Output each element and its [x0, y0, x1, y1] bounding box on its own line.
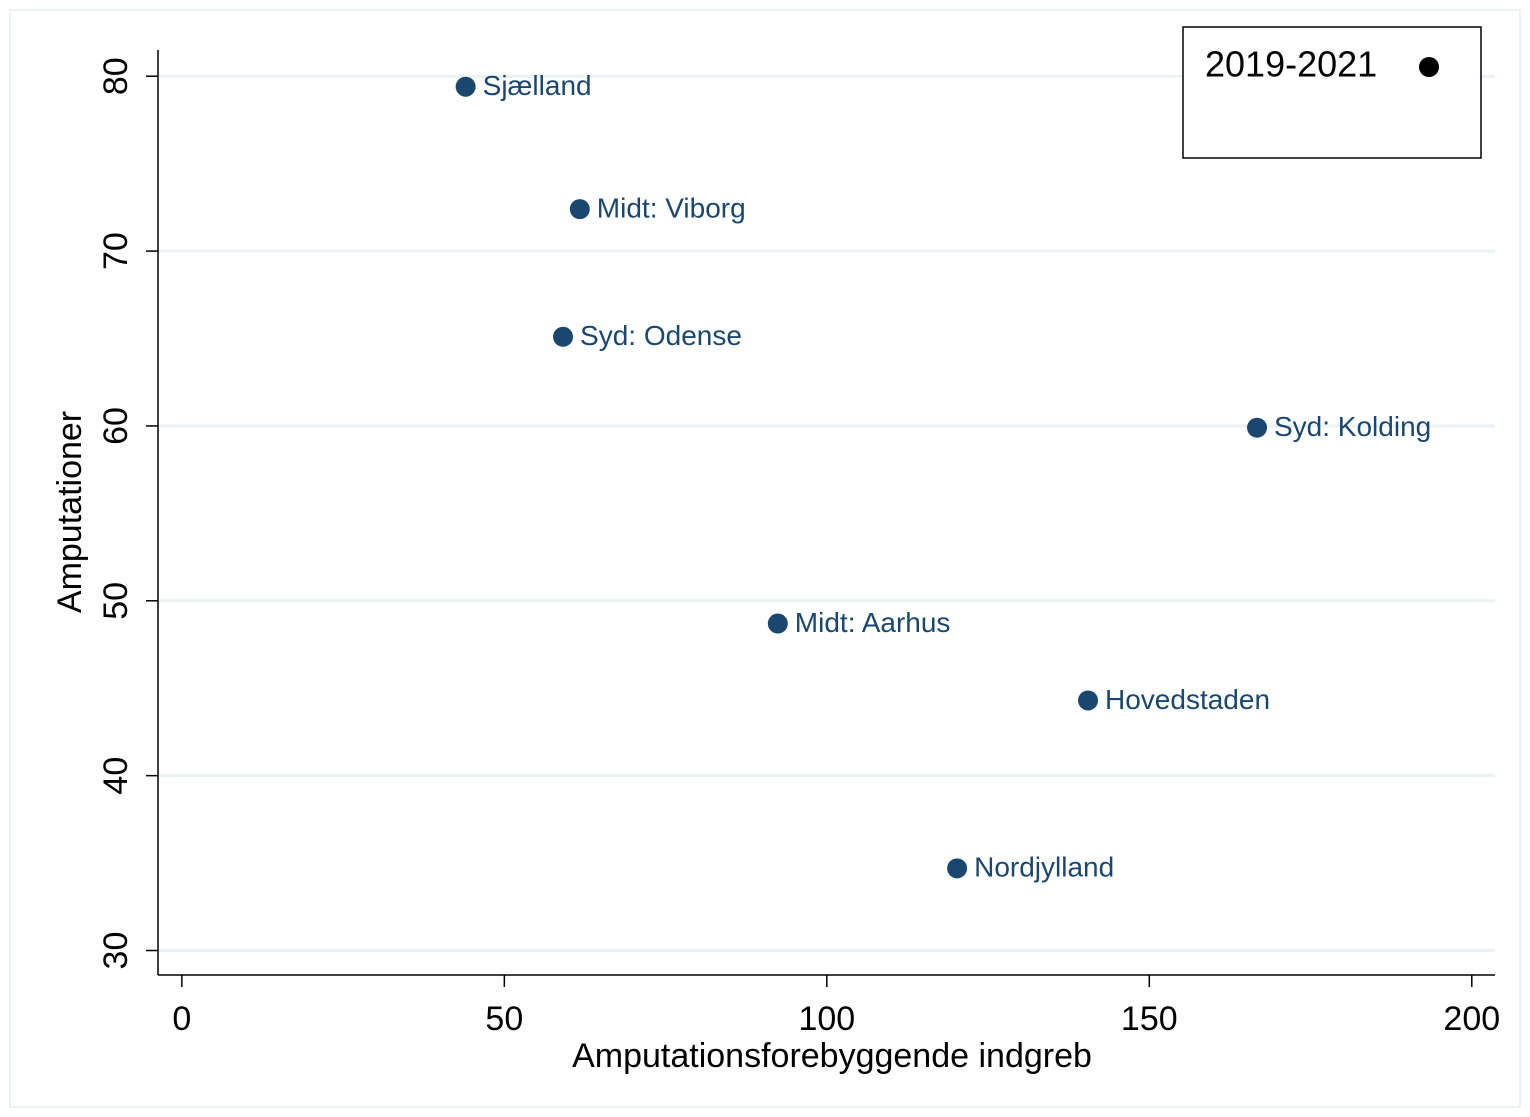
- point: [455, 76, 476, 97]
- point-label: Sjælland: [483, 70, 592, 101]
- legend-box: [1182, 26, 1482, 159]
- point: [1247, 417, 1268, 438]
- x-axis-title: Amputationsforebyggende indgreb: [572, 1037, 1092, 1075]
- x-tick-label: 100: [798, 1000, 855, 1038]
- x-tick-label: 150: [1121, 1000, 1178, 1038]
- legend-label: 2019-2021: [1205, 44, 1377, 85]
- y-tick-label: 50: [97, 582, 135, 620]
- point: [947, 858, 968, 879]
- y-axis-title: Amputationer: [51, 411, 89, 613]
- x-tick-label: 50: [485, 1000, 523, 1038]
- point-label: Syd: Odense: [580, 320, 742, 351]
- y-tick-label: 70: [97, 232, 135, 270]
- point: [1078, 690, 1099, 711]
- point: [767, 613, 788, 634]
- point: [569, 199, 590, 220]
- point-label: Hovedstaden: [1105, 684, 1270, 715]
- point: [553, 326, 574, 347]
- legend-marker: [1419, 57, 1439, 77]
- x-tick-label: 0: [172, 1000, 191, 1038]
- y-tick-label: 30: [97, 932, 135, 970]
- y-tick-label: 80: [97, 57, 135, 95]
- y-tick-label: 40: [97, 757, 135, 795]
- y-tick-label: 60: [97, 407, 135, 445]
- point-label: Syd: Kolding: [1274, 411, 1431, 442]
- point-label: Midt: Viborg: [597, 193, 746, 224]
- point-label: Midt: Aarhus: [795, 607, 951, 638]
- x-tick-label: 200: [1443, 1000, 1500, 1038]
- frame: [9, 9, 1521, 1108]
- point-label: Nordjylland: [974, 852, 1114, 883]
